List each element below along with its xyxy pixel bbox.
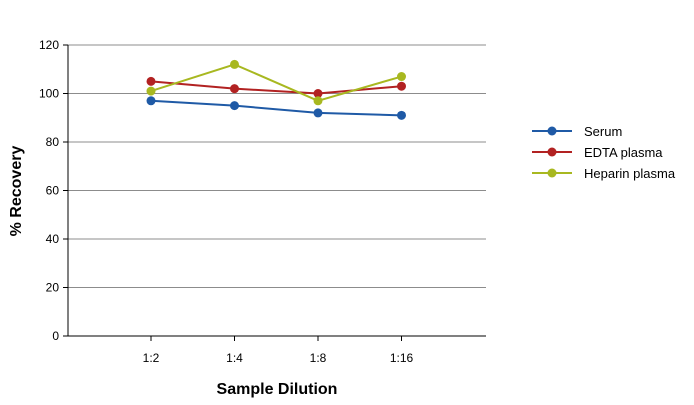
legend-label: Heparin plasma [584,166,676,181]
x-tick-label: 1:16 [390,351,414,365]
data-point [230,59,239,69]
series-line [150,80,402,95]
x-tick-label: 1:2 [143,351,160,365]
data-point [230,101,239,111]
series-line [150,63,402,102]
axes [67,45,486,341]
data-point [313,96,323,106]
legend-item: EDTA plasma [532,145,663,160]
y-axis-title: % Recovery [8,146,25,237]
legend-label: EDTA plasma [584,145,663,160]
data-point [397,81,406,91]
legend-item: Heparin plasma [532,166,676,181]
x-tick-labels: 1:2 1:4 1:8 1:16 [143,351,414,365]
data-point [146,86,156,96]
y-tick-label: 0 [52,329,59,343]
y-tick-label: 100 [39,87,59,101]
legend-swatch-marker [547,147,557,157]
data-point [313,89,323,98]
y-tick-label: 40 [46,232,60,246]
series-group [146,59,406,120]
data-point [230,84,239,94]
legend-item: Serum [532,124,622,139]
legend-swatch-marker [547,168,557,178]
legend: Serum EDTA plasma Heparin plasma [532,124,676,181]
series-edta-plasma [146,76,406,98]
series-line [150,99,402,117]
data-point [146,76,156,86]
data-point [397,110,406,120]
data-point [146,96,156,106]
gridlines [63,44,486,337]
x-tick-label: 1:8 [310,351,327,365]
legend-label: Serum [584,124,622,139]
legend-swatch-marker [547,126,557,136]
y-tick-label: 60 [46,184,60,198]
y-tick-labels: 0 20 40 60 80 100 120 [39,38,59,343]
data-point [397,72,406,82]
y-tick-label: 120 [39,38,59,52]
x-axis-title: Sample Dilution [217,381,338,398]
series-serum [146,96,406,120]
series-heparin-plasma [146,59,406,106]
data-point [313,108,323,118]
y-tick-label: 80 [46,135,60,149]
y-tick-label: 20 [46,281,60,295]
x-tick-label: 1:4 [226,351,243,365]
